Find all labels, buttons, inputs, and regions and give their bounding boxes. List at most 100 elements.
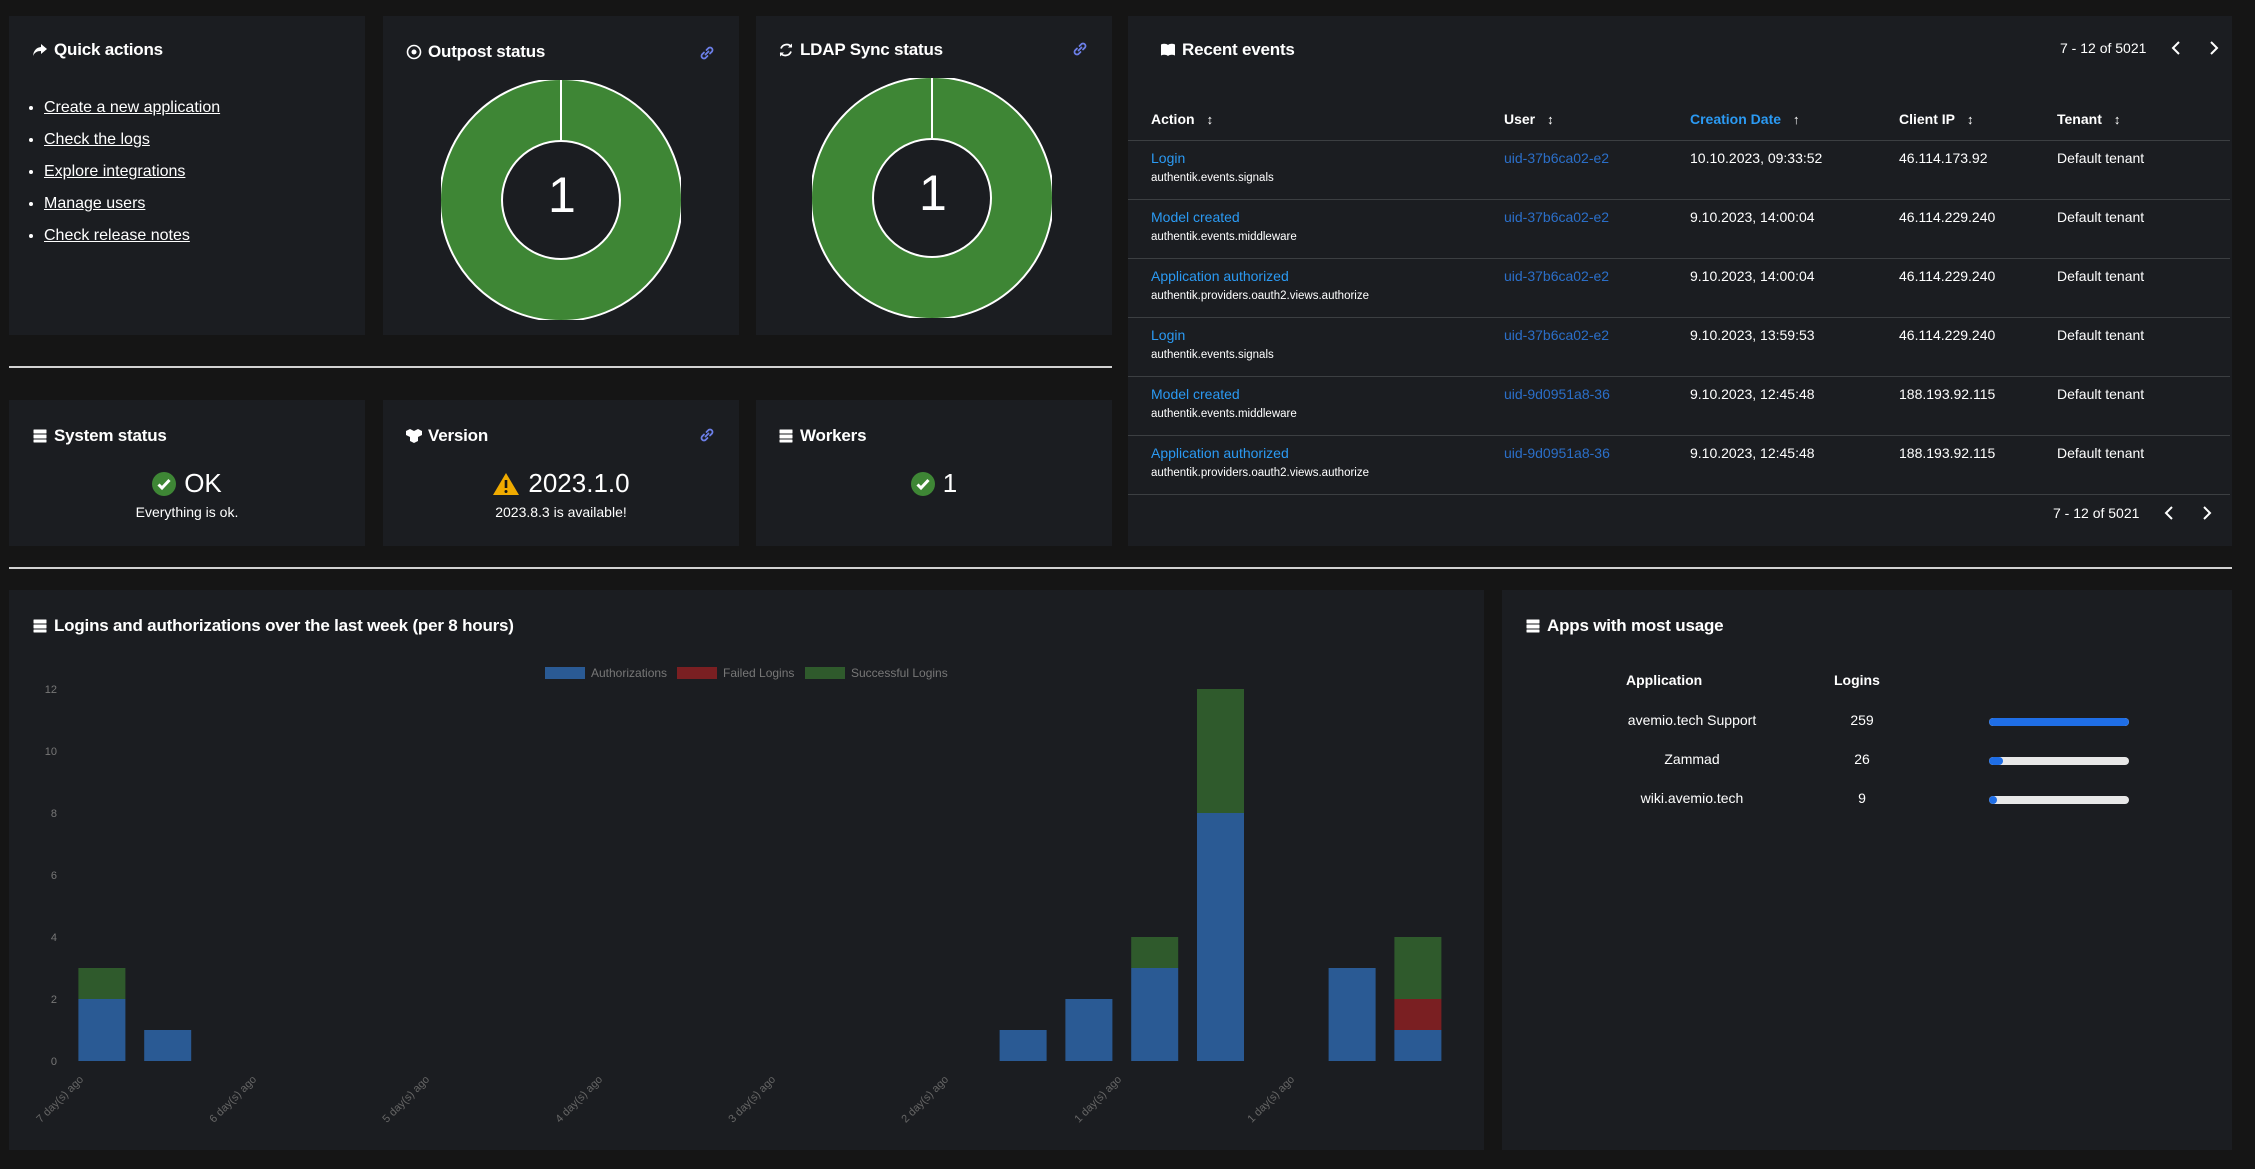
events-table: Action ↕ User ↕ Creation Date ↑ Client IP ↕ … — [1128, 98, 2230, 495]
bar-authorizations[interactable] — [999, 1030, 1047, 1061]
y-tick-label: 8 — [51, 808, 57, 820]
card-title: Apps with most usage — [1525, 616, 1724, 636]
column-header-creation-date[interactable]: Creation Date ↑ — [1667, 98, 1876, 141]
event-tenant-cell: Default tenant — [2034, 199, 2230, 259]
bar-authorizations[interactable] — [1197, 813, 1244, 1061]
event-action-link[interactable]: Model created — [1151, 208, 1240, 225]
bar-successful-logins[interactable] — [78, 968, 126, 999]
x-tick-label: 7 day(s) ago — [34, 1074, 86, 1126]
event-tenant-cell: Default tenant — [2034, 317, 2230, 377]
event-action-cell: Model created authentik.events.middleware — [1128, 376, 1481, 436]
check-circle-icon — [152, 471, 177, 496]
previous-page-button[interactable] — [2168, 40, 2184, 56]
bar-successful-logins[interactable] — [1131, 937, 1179, 968]
event-user-link[interactable]: uid-9d0951a8-36 — [1504, 385, 1610, 402]
sort-icon: ↕ — [2113, 111, 2121, 127]
link-icon[interactable] — [1071, 40, 1089, 58]
list-item: Explore integrations — [44, 156, 220, 188]
apps-usage-card: Apps with most usage Application Logins … — [1502, 590, 2232, 1150]
app-usage-progress-bar — [1989, 718, 2129, 726]
event-user-link[interactable]: uid-9d0951a8-36 — [1504, 444, 1610, 461]
app-logins: 26 — [1854, 751, 1870, 767]
manage-users-link[interactable]: Manage users — [44, 195, 146, 212]
check-logs-link[interactable]: Check the logs — [44, 131, 150, 148]
version-update-message: 2023.8.3 is available! — [495, 504, 627, 520]
x-tick-label: 1 day(s) ago — [1072, 1074, 1124, 1126]
event-user-link[interactable]: uid-37b6ca02-e2 — [1504, 267, 1610, 284]
previous-page-button[interactable] — [2161, 505, 2177, 521]
event-user-link[interactable]: uid-37b6ca02-e2 — [1504, 326, 1610, 343]
event-tenant-cell: Default tenant — [2034, 435, 2230, 495]
legend-label[interactable]: Authorizations — [591, 666, 667, 680]
event-action-link[interactable]: Application authorized — [1151, 267, 1289, 284]
x-tick-label: 6 day(s) ago — [207, 1074, 259, 1126]
app-name: wiki.avemio.tech — [1640, 790, 1744, 806]
x-tick-label: 1 day(s) ago — [1245, 1074, 1297, 1126]
event-date-cell: 9.10.2023, 12:45:48 — [1667, 435, 1876, 495]
event-action-link[interactable]: Application authorized — [1151, 444, 1289, 461]
sync-icon — [779, 43, 793, 57]
column-header-user[interactable]: User ↕ — [1481, 98, 1667, 141]
link-icon[interactable] — [698, 44, 716, 62]
release-notes-link[interactable]: Check release notes — [44, 227, 190, 244]
event-ip-cell: 46.114.229.240 — [1876, 317, 2034, 377]
bar-authorizations[interactable] — [1328, 968, 1376, 1061]
event-action-link[interactable]: Login — [1151, 326, 1186, 343]
event-date-cell: 9.10.2023, 14:00:04 — [1667, 258, 1876, 318]
chevron-right-icon — [2210, 41, 2219, 55]
link-icon[interactable] — [698, 426, 716, 444]
section-divider — [9, 366, 1112, 368]
card-title: Version — [406, 426, 488, 446]
create-application-link[interactable]: Create a new application — [44, 99, 221, 116]
table-header-row: Action ↕ User ↕ Creation Date ↑ Client IP ↕ … — [1128, 98, 2230, 141]
event-app-label: authentik.events.signals — [1151, 171, 1274, 184]
event-ip-cell: 188.193.92.115 — [1876, 435, 2034, 495]
column-header-logins: Logins — [1834, 672, 1880, 688]
server-icon — [1526, 619, 1540, 633]
list-item: Create a new application — [44, 92, 220, 124]
event-tenant-cell: Default tenant — [2034, 258, 2230, 318]
sort-icon: ↕ — [1967, 111, 1974, 127]
cubes-icon — [406, 429, 422, 443]
sort-icon: ↕ — [1547, 111, 1554, 127]
legend-swatch[interactable] — [545, 667, 585, 679]
event-action-link[interactable]: Login — [1151, 149, 1186, 166]
legend-swatch[interactable] — [677, 667, 717, 679]
table-row: Login authentik.events.signals uid-37b6ca0… — [1128, 317, 2230, 377]
bar-successful-logins[interactable] — [1197, 689, 1244, 813]
bar-authorizations[interactable] — [144, 1030, 192, 1061]
event-user-link[interactable]: uid-37b6ca02-e2 — [1504, 208, 1610, 225]
column-header-client-ip[interactable]: Client IP ↕ — [1876, 98, 2034, 141]
next-page-button[interactable] — [2206, 40, 2222, 56]
event-action-link[interactable]: Model created — [1151, 385, 1240, 402]
column-header-tenant[interactable]: Tenant ↕ — [2034, 98, 2230, 141]
bar-authorizations[interactable] — [1065, 999, 1113, 1061]
column-header-action[interactable]: Action ↕ — [1128, 98, 1481, 141]
bar-authorizations[interactable] — [1394, 1030, 1442, 1061]
legend-swatch[interactable] — [805, 667, 845, 679]
x-tick-label: 3 day(s) ago — [726, 1074, 778, 1126]
x-tick-label: 2 day(s) ago — [899, 1074, 951, 1126]
system-status-message: Everything is ok. — [135, 504, 239, 520]
legend-label[interactable]: Failed Logins — [723, 666, 794, 680]
bar-failed-logins[interactable] — [1394, 999, 1442, 1030]
event-user-link[interactable]: uid-37b6ca02-e2 — [1504, 149, 1610, 166]
check-circle-icon — [910, 471, 935, 496]
bar-successful-logins[interactable] — [1394, 937, 1442, 999]
outpost-icon — [406, 44, 422, 60]
next-page-button[interactable] — [2199, 505, 2215, 521]
bar-authorizations[interactable] — [78, 999, 126, 1061]
event-tenant-cell: Default tenant — [2034, 140, 2230, 200]
event-user-cell: uid-9d0951a8-36 — [1481, 435, 1667, 495]
app-name: Zammad — [1664, 751, 1720, 767]
event-tenant-cell: Default tenant — [2034, 376, 2230, 436]
list-item: Check release notes — [44, 220, 220, 252]
app-usage-progress-bar — [1989, 796, 2129, 804]
explore-integrations-link[interactable]: Explore integrations — [44, 163, 186, 180]
bar-authorizations[interactable] — [1131, 968, 1179, 1061]
ldap-count: 1 — [919, 165, 947, 221]
legend-label[interactable]: Successful Logins — [851, 666, 948, 680]
section-divider — [9, 567, 2232, 569]
y-tick-label: 4 — [51, 932, 57, 944]
server-icon — [779, 429, 793, 443]
